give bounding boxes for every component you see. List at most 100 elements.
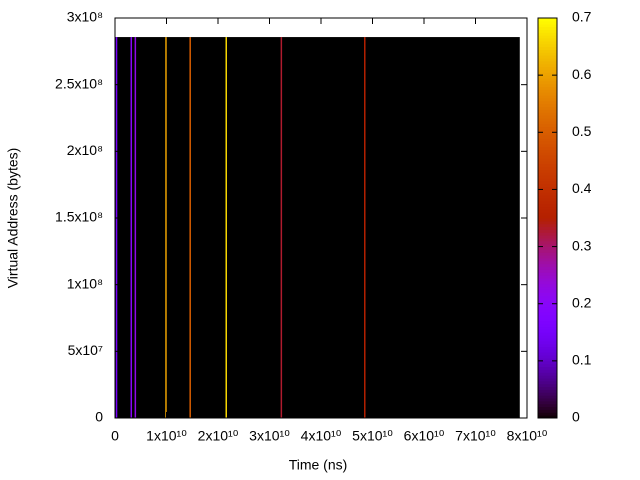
x-tick-label: 3x10¹⁰ [249,428,290,444]
colorbar-segment [538,323,557,328]
colorbar-segment [538,292,557,296]
colorbar-segment [538,283,557,288]
colorbar-segment [538,186,557,190]
colorbar-segment [538,372,557,376]
colorbar-tick-label: 0.1 [572,352,592,368]
colorbar-segment [538,23,557,28]
colorbar-segment [538,249,557,253]
colorbar-segment [538,38,557,42]
heatmap-image [115,37,520,419]
colorbar-segment [538,358,557,362]
colorbar-segment [538,363,557,368]
colorbar-segment [538,166,557,170]
colorbar-segment [538,169,557,173]
colorbar-segment [538,120,557,125]
heatmap-stripe [225,37,227,419]
colorbar-segment [538,138,557,142]
colorbar-segment [538,260,557,265]
x-tick-label: 0 [111,428,119,444]
colorbar-border [537,17,558,419]
y-tick-label: 0 [95,409,103,425]
colorbar-segment [538,392,557,396]
colorbar-tick-label: 0.2 [572,294,592,310]
colorbar-segment [538,355,557,359]
y-tick-label: 2.5x10⁸ [55,75,103,91]
colorbar-segment [538,60,557,65]
colorbar-segment [538,298,557,302]
colorbar-segment [538,95,557,99]
colorbar-segment [538,335,557,339]
colorbar-segment [538,132,557,136]
colorbar-segment [538,303,557,308]
colorbar-segment [538,52,557,56]
colorbar-segment [538,206,557,210]
colorbar-segment [538,126,557,130]
colorbar-segment [538,360,557,365]
colorbar-segment [538,266,557,270]
colorbar-segment [538,369,557,373]
colorbar-segment [538,26,557,30]
colorbar-segment [538,20,557,25]
colorbar-segment [538,343,557,348]
x-tick-label: 4x10¹⁰ [301,428,342,444]
y-axis-label: Virtual Address (bytes) [5,148,21,289]
colorbar-segment [538,89,557,93]
colorbar-tick-label: 0.5 [572,123,592,139]
colorbar-segment [538,406,557,410]
colorbar-segment [538,340,557,345]
y-tick-label: 1x10⁸ [67,275,103,291]
colorbar-segment [538,352,557,356]
x-axis-label: Time (ns) [289,457,348,473]
colorbar-segment [538,195,557,199]
colorbar-segment [538,409,557,413]
colorbar-segment [538,63,557,68]
colorbar-segment [538,258,557,262]
colorbar-segment [538,238,557,242]
x-tick-label: 1x10¹⁰ [146,428,187,444]
colorbar-segment [538,229,557,233]
colorbar-segment [538,232,557,236]
colorbar-segment [538,86,557,90]
colorbar-segment [538,135,557,139]
colorbar-segment [538,403,557,408]
colorbar-segment [538,198,557,202]
colorbar-segment [538,49,557,53]
y-tick-label: 2x10⁸ [67,142,103,158]
colorbar-segment [538,78,557,82]
colorbar-segment [538,398,557,402]
colorbar-segment [538,29,557,33]
colorbar-segment [538,32,557,36]
colorbar-segment [538,415,557,419]
colorbar-segment [538,300,557,305]
colorbar-segment [538,143,557,148]
colorbar-segment [538,315,557,319]
colorbar-segment [538,326,557,330]
colorbar-segment [538,332,557,336]
colorbar-segment [538,375,557,379]
x-tick-label: 8x10¹⁰ [507,428,548,444]
colorbar-segment [538,72,557,76]
x-tick-label: 6x10¹⁰ [404,428,445,444]
colorbar-segment [538,212,557,216]
colorbar-segment [538,55,557,59]
colorbar-segment [538,46,557,50]
x-tick-label: 2x10¹⁰ [198,428,239,444]
colorbar-tick-label: 0.4 [572,180,592,196]
heatmap-stripe [364,37,366,419]
colorbar-segment [538,160,557,165]
colorbar-segment [538,400,557,405]
heatmap-stripe [165,37,167,419]
colorbar-segment [538,203,557,208]
colorbar-tick-label: 0 [572,409,580,425]
colorbar-segment [538,309,557,313]
colorbar-tick-label: 0.3 [572,237,592,253]
heatmap-stripe [189,37,191,419]
colorbar-segment [538,100,557,105]
colorbar-segment [538,69,557,73]
colorbar-segment [538,158,557,162]
colorbar-segment [538,278,557,282]
y-tick-label: 1.5x10⁸ [55,209,103,225]
colorbar-segment [538,329,557,333]
colorbar-segment [538,172,557,176]
